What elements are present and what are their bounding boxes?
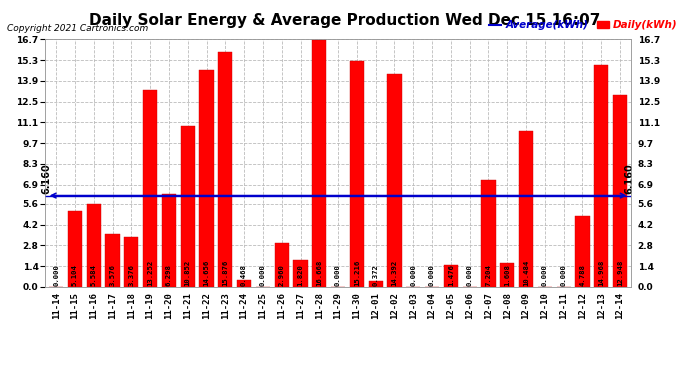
- Text: 2.960: 2.960: [279, 264, 285, 286]
- Bar: [199, 70, 214, 287]
- Bar: [519, 132, 533, 287]
- Bar: [293, 260, 308, 287]
- Bar: [162, 194, 176, 287]
- Text: 15.876: 15.876: [222, 260, 228, 286]
- Text: 3.576: 3.576: [110, 264, 115, 286]
- Text: 14.392: 14.392: [391, 260, 397, 286]
- Text: 6.298: 6.298: [166, 264, 172, 286]
- Text: 1.608: 1.608: [504, 264, 511, 286]
- Text: 0.468: 0.468: [241, 264, 247, 286]
- Text: 14.656: 14.656: [204, 260, 210, 286]
- Bar: [124, 237, 139, 287]
- Bar: [87, 204, 101, 287]
- Text: 7.204: 7.204: [486, 264, 491, 286]
- Text: 0.000: 0.000: [335, 264, 341, 286]
- Text: 14.968: 14.968: [598, 260, 604, 286]
- Bar: [575, 216, 589, 287]
- Legend: Average(kWh), Daily(kWh): Average(kWh), Daily(kWh): [489, 20, 678, 30]
- Text: 0.000: 0.000: [466, 264, 473, 286]
- Text: 6.160: 6.160: [41, 164, 52, 194]
- Bar: [237, 280, 251, 287]
- Bar: [388, 74, 402, 287]
- Bar: [368, 281, 383, 287]
- Text: 0.000: 0.000: [411, 264, 416, 286]
- Text: Copyright 2021 Cartronics.com: Copyright 2021 Cartronics.com: [7, 24, 148, 33]
- Bar: [594, 65, 609, 287]
- Text: 5.104: 5.104: [72, 264, 78, 286]
- Text: 4.788: 4.788: [580, 264, 586, 286]
- Text: 0.000: 0.000: [561, 264, 566, 286]
- Bar: [500, 263, 514, 287]
- Text: 15.216: 15.216: [354, 260, 360, 286]
- Text: 12.948: 12.948: [617, 260, 623, 286]
- Text: 0.000: 0.000: [260, 264, 266, 286]
- Bar: [68, 211, 82, 287]
- Text: 3.376: 3.376: [128, 264, 135, 286]
- Bar: [143, 90, 157, 287]
- Text: 16.668: 16.668: [316, 260, 322, 286]
- Bar: [275, 243, 288, 287]
- Bar: [313, 40, 326, 287]
- Bar: [482, 180, 495, 287]
- Text: 0.000: 0.000: [429, 264, 435, 286]
- Text: 0.372: 0.372: [373, 264, 379, 286]
- Bar: [106, 234, 119, 287]
- Text: 1.476: 1.476: [448, 264, 454, 286]
- Text: 10.484: 10.484: [523, 260, 529, 286]
- Bar: [181, 126, 195, 287]
- Text: 1.820: 1.820: [297, 264, 304, 286]
- Text: Daily Solar Energy & Average Production Wed Dec 15 16:07: Daily Solar Energy & Average Production …: [89, 13, 601, 28]
- Text: 0.000: 0.000: [53, 264, 59, 286]
- Bar: [218, 52, 233, 287]
- Text: 5.584: 5.584: [90, 264, 97, 286]
- Text: 6.160: 6.160: [624, 164, 635, 194]
- Bar: [444, 265, 458, 287]
- Text: 13.252: 13.252: [147, 260, 153, 286]
- Bar: [350, 62, 364, 287]
- Bar: [613, 95, 627, 287]
- Text: 10.852: 10.852: [185, 260, 190, 286]
- Text: 0.000: 0.000: [542, 264, 548, 286]
